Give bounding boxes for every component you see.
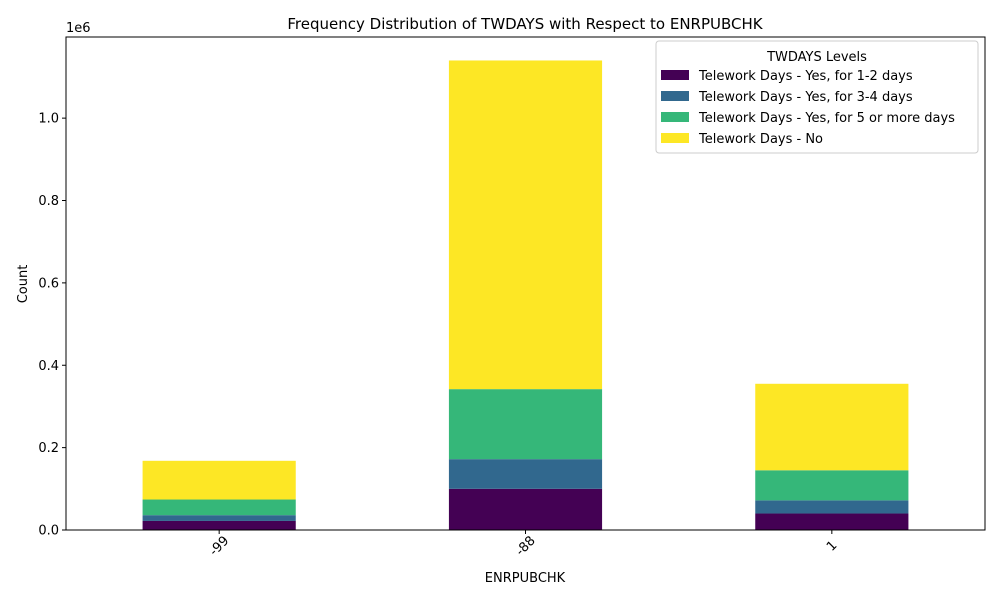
x-tick-label: 1 <box>824 538 840 554</box>
bar-segment-1-series-1 <box>755 513 909 530</box>
chart-title: Frequency Distribution of TWDAYS with Re… <box>287 15 763 33</box>
legend-frame <box>655 40 979 154</box>
y-tick-label: 1.0 <box>38 112 59 127</box>
bar-segment-1-series-4 <box>755 383 909 471</box>
y-axis-offset-text: 1e6 <box>66 21 91 36</box>
legend-swatch-2 <box>661 91 689 101</box>
x-axis-label: ENRPUBCHK <box>485 571 566 586</box>
legend-label-4: Telework Days - No <box>698 132 823 147</box>
bar-segment--88-series-3 <box>448 389 603 460</box>
bars-layer <box>142 60 909 530</box>
bar-segment--88-series-4 <box>448 60 603 390</box>
x-tick-label: -99 <box>207 534 233 560</box>
axes-layer: 0.0 0.2 0.4 0.6 0.8 1.0 -99 -88 1 <box>38 36 986 560</box>
legend-swatch-4 <box>661 133 689 143</box>
y-tick-label: 0.8 <box>38 194 59 209</box>
bar-segment--99-series-1 <box>142 520 296 530</box>
bar-segment--88-series-1 <box>448 488 603 530</box>
x-tick-label: -88 <box>513 534 539 560</box>
bar-segment--99-series-4 <box>142 460 296 500</box>
legend: TWDAYS Levels Telework Days - Yes, for 1… <box>655 40 979 154</box>
legend-swatch-1 <box>661 70 689 80</box>
y-axis-label: Count <box>16 265 31 304</box>
legend-label-3: Telework Days - Yes, for 5 or more days <box>698 111 955 126</box>
y-tick-label: 0.0 <box>38 524 59 539</box>
bar-segment--99-series-2 <box>142 515 296 521</box>
legend-swatch-3 <box>661 112 689 122</box>
bar-segment-1-series-3 <box>755 470 909 501</box>
bar-segment--99-series-3 <box>142 499 296 516</box>
bar-segment-1-series-2 <box>755 500 909 514</box>
y-tick-label: 0.2 <box>38 441 59 456</box>
legend-title: TWDAYS Levels <box>766 50 867 65</box>
y-tick-label: 0.4 <box>38 359 59 374</box>
legend-label-2: Telework Days - Yes, for 3-4 days <box>698 90 913 105</box>
legend-label-1: Telework Days - Yes, for 1-2 days <box>698 69 913 84</box>
y-tick-label: 0.6 <box>38 276 59 291</box>
bar-segment--88-series-2 <box>448 459 603 489</box>
